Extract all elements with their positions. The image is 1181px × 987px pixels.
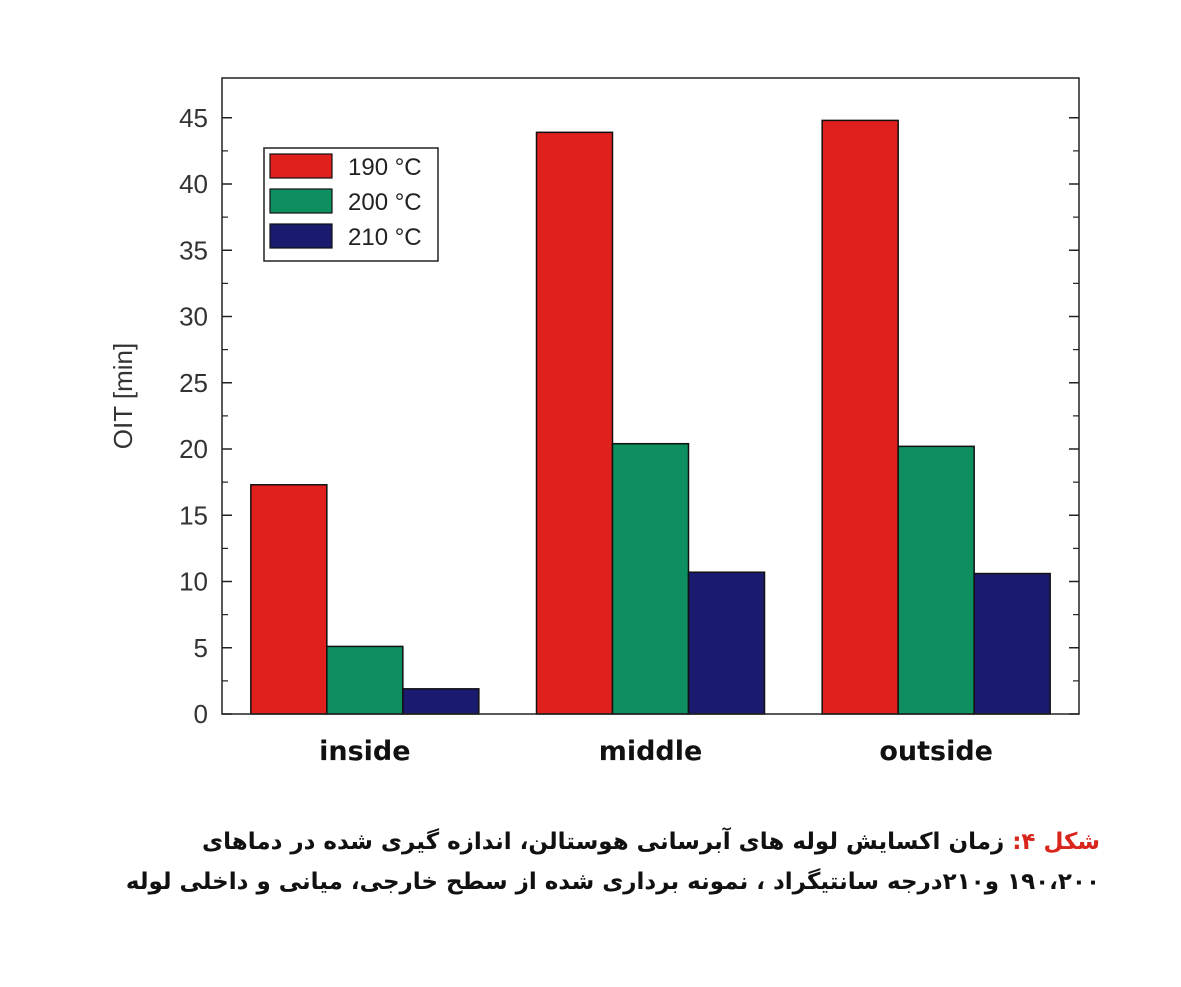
y-tick-label-6: 30 xyxy=(179,302,208,332)
bar-inside-2 xyxy=(402,688,480,715)
legend-label-2: 210 °C xyxy=(348,224,422,251)
bar-outside-0 xyxy=(821,119,899,715)
y-tick-label-5: 25 xyxy=(179,368,208,398)
y-tick-label-4: 20 xyxy=(179,434,208,464)
legend-swatch-2 xyxy=(269,223,333,249)
caption-line-2: ۱۹۰،۲۰۰ و۲۱۰درجه سانتیگراد ، نمونه بردار… xyxy=(125,869,1100,895)
plot-frame xyxy=(221,77,1080,715)
y-tick-label-9: 45 xyxy=(179,103,208,133)
bar-middle-2 xyxy=(687,571,766,715)
y-tick-label-0: 0 xyxy=(194,699,208,729)
bar-outside-2 xyxy=(973,572,1051,715)
y-tick-label-3: 15 xyxy=(179,500,208,530)
legend-swatch-1 xyxy=(269,188,333,214)
legend-label-1: 200 °C xyxy=(348,189,422,216)
caption-line-1: زمان اکسایش لوله های آبرسانی هوستالن، ان… xyxy=(202,829,1013,855)
figure-caption: شکل ۴: زمان اکسایش لوله های آبرسانی هوست… xyxy=(40,822,1100,902)
y-tick-label-1: 5 xyxy=(194,633,208,663)
bar-inside-1 xyxy=(326,645,404,715)
bar-middle-0 xyxy=(535,131,614,715)
caption-prefix: شکل ۴: xyxy=(1012,829,1100,855)
y-tick-label-2: 10 xyxy=(179,567,208,597)
y-axis-label: OIT [min] xyxy=(108,343,138,449)
category-label-inside: inside xyxy=(319,736,410,767)
category-label-middle: middle xyxy=(599,736,703,767)
bar-inside-0 xyxy=(250,484,328,715)
legend-swatch-0 xyxy=(269,153,333,179)
bar-middle-1 xyxy=(611,442,690,715)
category-label-outside: outside xyxy=(879,736,993,767)
y-tick-label-7: 35 xyxy=(179,235,208,265)
y-tick-label-8: 40 xyxy=(179,169,208,199)
legend-label-0: 190 °C xyxy=(348,154,422,181)
oit-bar-chart: inside middle outside 0 5 10 15 20 25 30 35 40 45 OIT… xyxy=(108,77,1080,767)
bar-outside-1 xyxy=(897,445,975,715)
